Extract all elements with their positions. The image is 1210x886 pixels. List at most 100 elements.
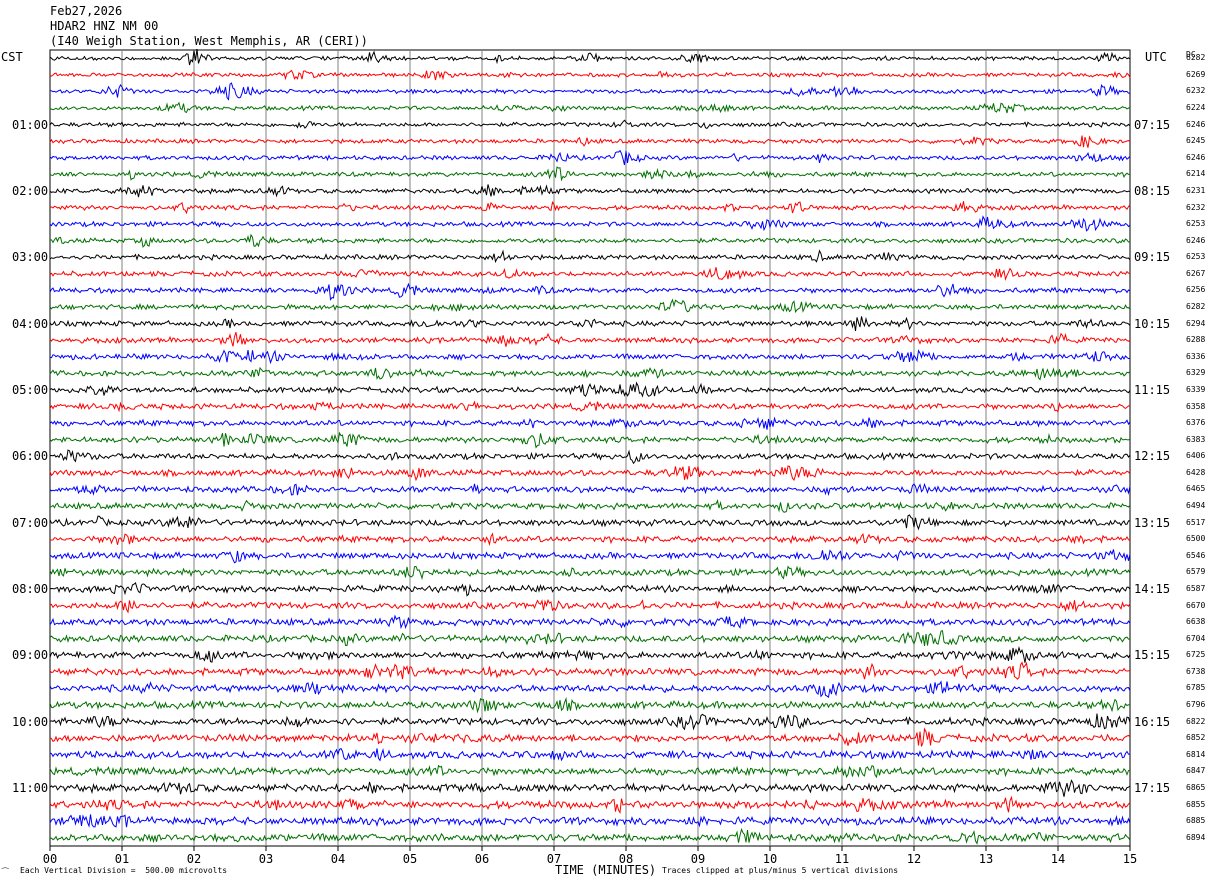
dc-offset-label: 6865 [1186, 782, 1206, 792]
dc-offset-label: 6232 [1186, 86, 1206, 96]
seismic-trace [49, 747, 1131, 762]
x-tick-label: 04 [330, 852, 346, 866]
left-time-label: 01:00 [12, 117, 49, 132]
seismic-trace [49, 366, 1131, 381]
left-time-label: 07:00 [12, 515, 49, 530]
dc-offset-label: 6214 [1186, 169, 1206, 179]
seismic-trace [49, 416, 1131, 430]
x-tick-label: 07 [546, 852, 562, 866]
seismic-trace [49, 779, 1131, 797]
right-time-label: 07:15 [1134, 117, 1171, 132]
dc-offset-label: 6546 [1186, 550, 1206, 560]
dc-offset-label: 6494 [1186, 501, 1206, 511]
left-time-label: 10:00 [12, 714, 49, 729]
station-location: (I40 Weigh Station, West Memphis, AR (CE… [50, 34, 368, 48]
dc-offset-label: 6329 [1186, 368, 1206, 378]
seismic-trace [49, 614, 1131, 630]
dc-offset-label: 6670 [1186, 600, 1206, 610]
corner-mark: ⁀ [2, 868, 9, 877]
dc-offset-label: 6358 [1186, 401, 1206, 411]
dc-offset-label: 6246 [1186, 152, 1206, 162]
seismic-trace [49, 149, 1131, 166]
seismic-trace [49, 69, 1131, 81]
seismic-trace [49, 598, 1131, 614]
seismic-trace [49, 381, 1131, 398]
dc-column-label: DC [1186, 50, 1196, 59]
dc-offset-label: 6885 [1186, 816, 1206, 826]
right-axis-timezone: UTC [1145, 50, 1167, 64]
clip-note: Traces clipped at plus/minus 5 vertical … [662, 866, 899, 875]
seismic-trace [49, 696, 1131, 714]
dc-offset-label: 6246 [1186, 119, 1206, 129]
dc-offset-label: 6500 [1186, 534, 1206, 544]
x-tick-label: 08 [618, 852, 634, 866]
dc-offset-label: 6232 [1186, 202, 1206, 212]
plot-frame [49, 49, 1131, 847]
dc-offset-label: 6383 [1186, 434, 1206, 444]
dc-offset-label: 6224 [1186, 103, 1206, 113]
seismic-trace [49, 582, 1131, 597]
left-time-label: 08:00 [12, 581, 49, 596]
seismic-trace [49, 713, 1131, 731]
x-tick-label: 10 [762, 852, 778, 866]
x-tick-label: 12 [906, 852, 922, 866]
dc-offset-label: 6253 [1186, 219, 1206, 229]
seismic-trace [49, 82, 1131, 101]
dc-offset-label: 6282 [1186, 302, 1206, 312]
dc-offset-label: 6852 [1186, 733, 1206, 743]
seismic-trace [49, 282, 1131, 301]
dc-offset-label: 6814 [1186, 749, 1206, 759]
seismic-trace [49, 646, 1131, 663]
dc-offset-label: 6253 [1186, 252, 1206, 262]
dc-offset-label: 6725 [1186, 650, 1206, 660]
dc-offset-label: 6231 [1186, 185, 1206, 195]
left-time-label: 09:00 [12, 648, 49, 663]
seismic-trace [49, 465, 1131, 482]
dc-offset-label: 6579 [1186, 567, 1206, 577]
seismic-trace [49, 101, 1131, 114]
x-tick-label: 01 [114, 852, 130, 866]
seismic-trace [49, 680, 1131, 698]
dc-offset-label: 6406 [1186, 451, 1206, 461]
dc-offset-label: 6894 [1186, 832, 1206, 842]
station-code: HDAR2 HNZ NM 00 [50, 19, 159, 33]
seismic-trace [49, 431, 1131, 449]
left-time-label: 03:00 [12, 250, 49, 265]
seismic-trace [49, 827, 1131, 845]
left-time-label: 02:00 [12, 183, 49, 198]
seismic-trace [49, 316, 1131, 332]
seismic-trace [49, 814, 1131, 828]
dc-offset-label: 6855 [1186, 799, 1206, 809]
dc-offset-label: 6267 [1186, 268, 1206, 278]
right-time-label: 09:15 [1134, 250, 1171, 265]
dc-offset-label: 6336 [1186, 351, 1206, 361]
right-time-label: 15:15 [1134, 648, 1171, 663]
seismic-trace [49, 532, 1131, 547]
dc-offset-label: 6465 [1186, 484, 1206, 494]
dc-offset-label: 6704 [1186, 633, 1206, 643]
left-time-label: 06:00 [12, 449, 49, 464]
x-tick-label: 02 [186, 852, 202, 866]
dc-offset-label: 6282 [1186, 53, 1206, 63]
right-time-label: 08:15 [1134, 183, 1171, 198]
dc-offset-label: 6587 [1186, 583, 1206, 593]
x-tick-label: 05 [402, 852, 418, 866]
plot-date: Feb27,2026 [50, 4, 123, 18]
seismic-trace [49, 119, 1131, 129]
x-tick-label: 13 [978, 852, 994, 866]
right-time-label: 10:15 [1134, 316, 1171, 331]
dc-offset-label: 6796 [1186, 700, 1206, 710]
seismic-trace [49, 201, 1131, 215]
x-tick-label: 00 [42, 852, 58, 866]
right-time-label: 12:15 [1134, 449, 1171, 464]
dc-offset-label: 6638 [1186, 617, 1206, 627]
left-axis-timezone: CST [1, 50, 23, 64]
scale-note: Each Vertical Division = 500.00 microvol… [20, 866, 228, 875]
seismic-trace [49, 233, 1131, 248]
left-time-label: 05:00 [12, 382, 49, 397]
seismic-trace [49, 215, 1131, 232]
seismic-trace [49, 267, 1131, 282]
seismic-trace [49, 661, 1131, 680]
right-time-label: 13:15 [1134, 515, 1171, 530]
